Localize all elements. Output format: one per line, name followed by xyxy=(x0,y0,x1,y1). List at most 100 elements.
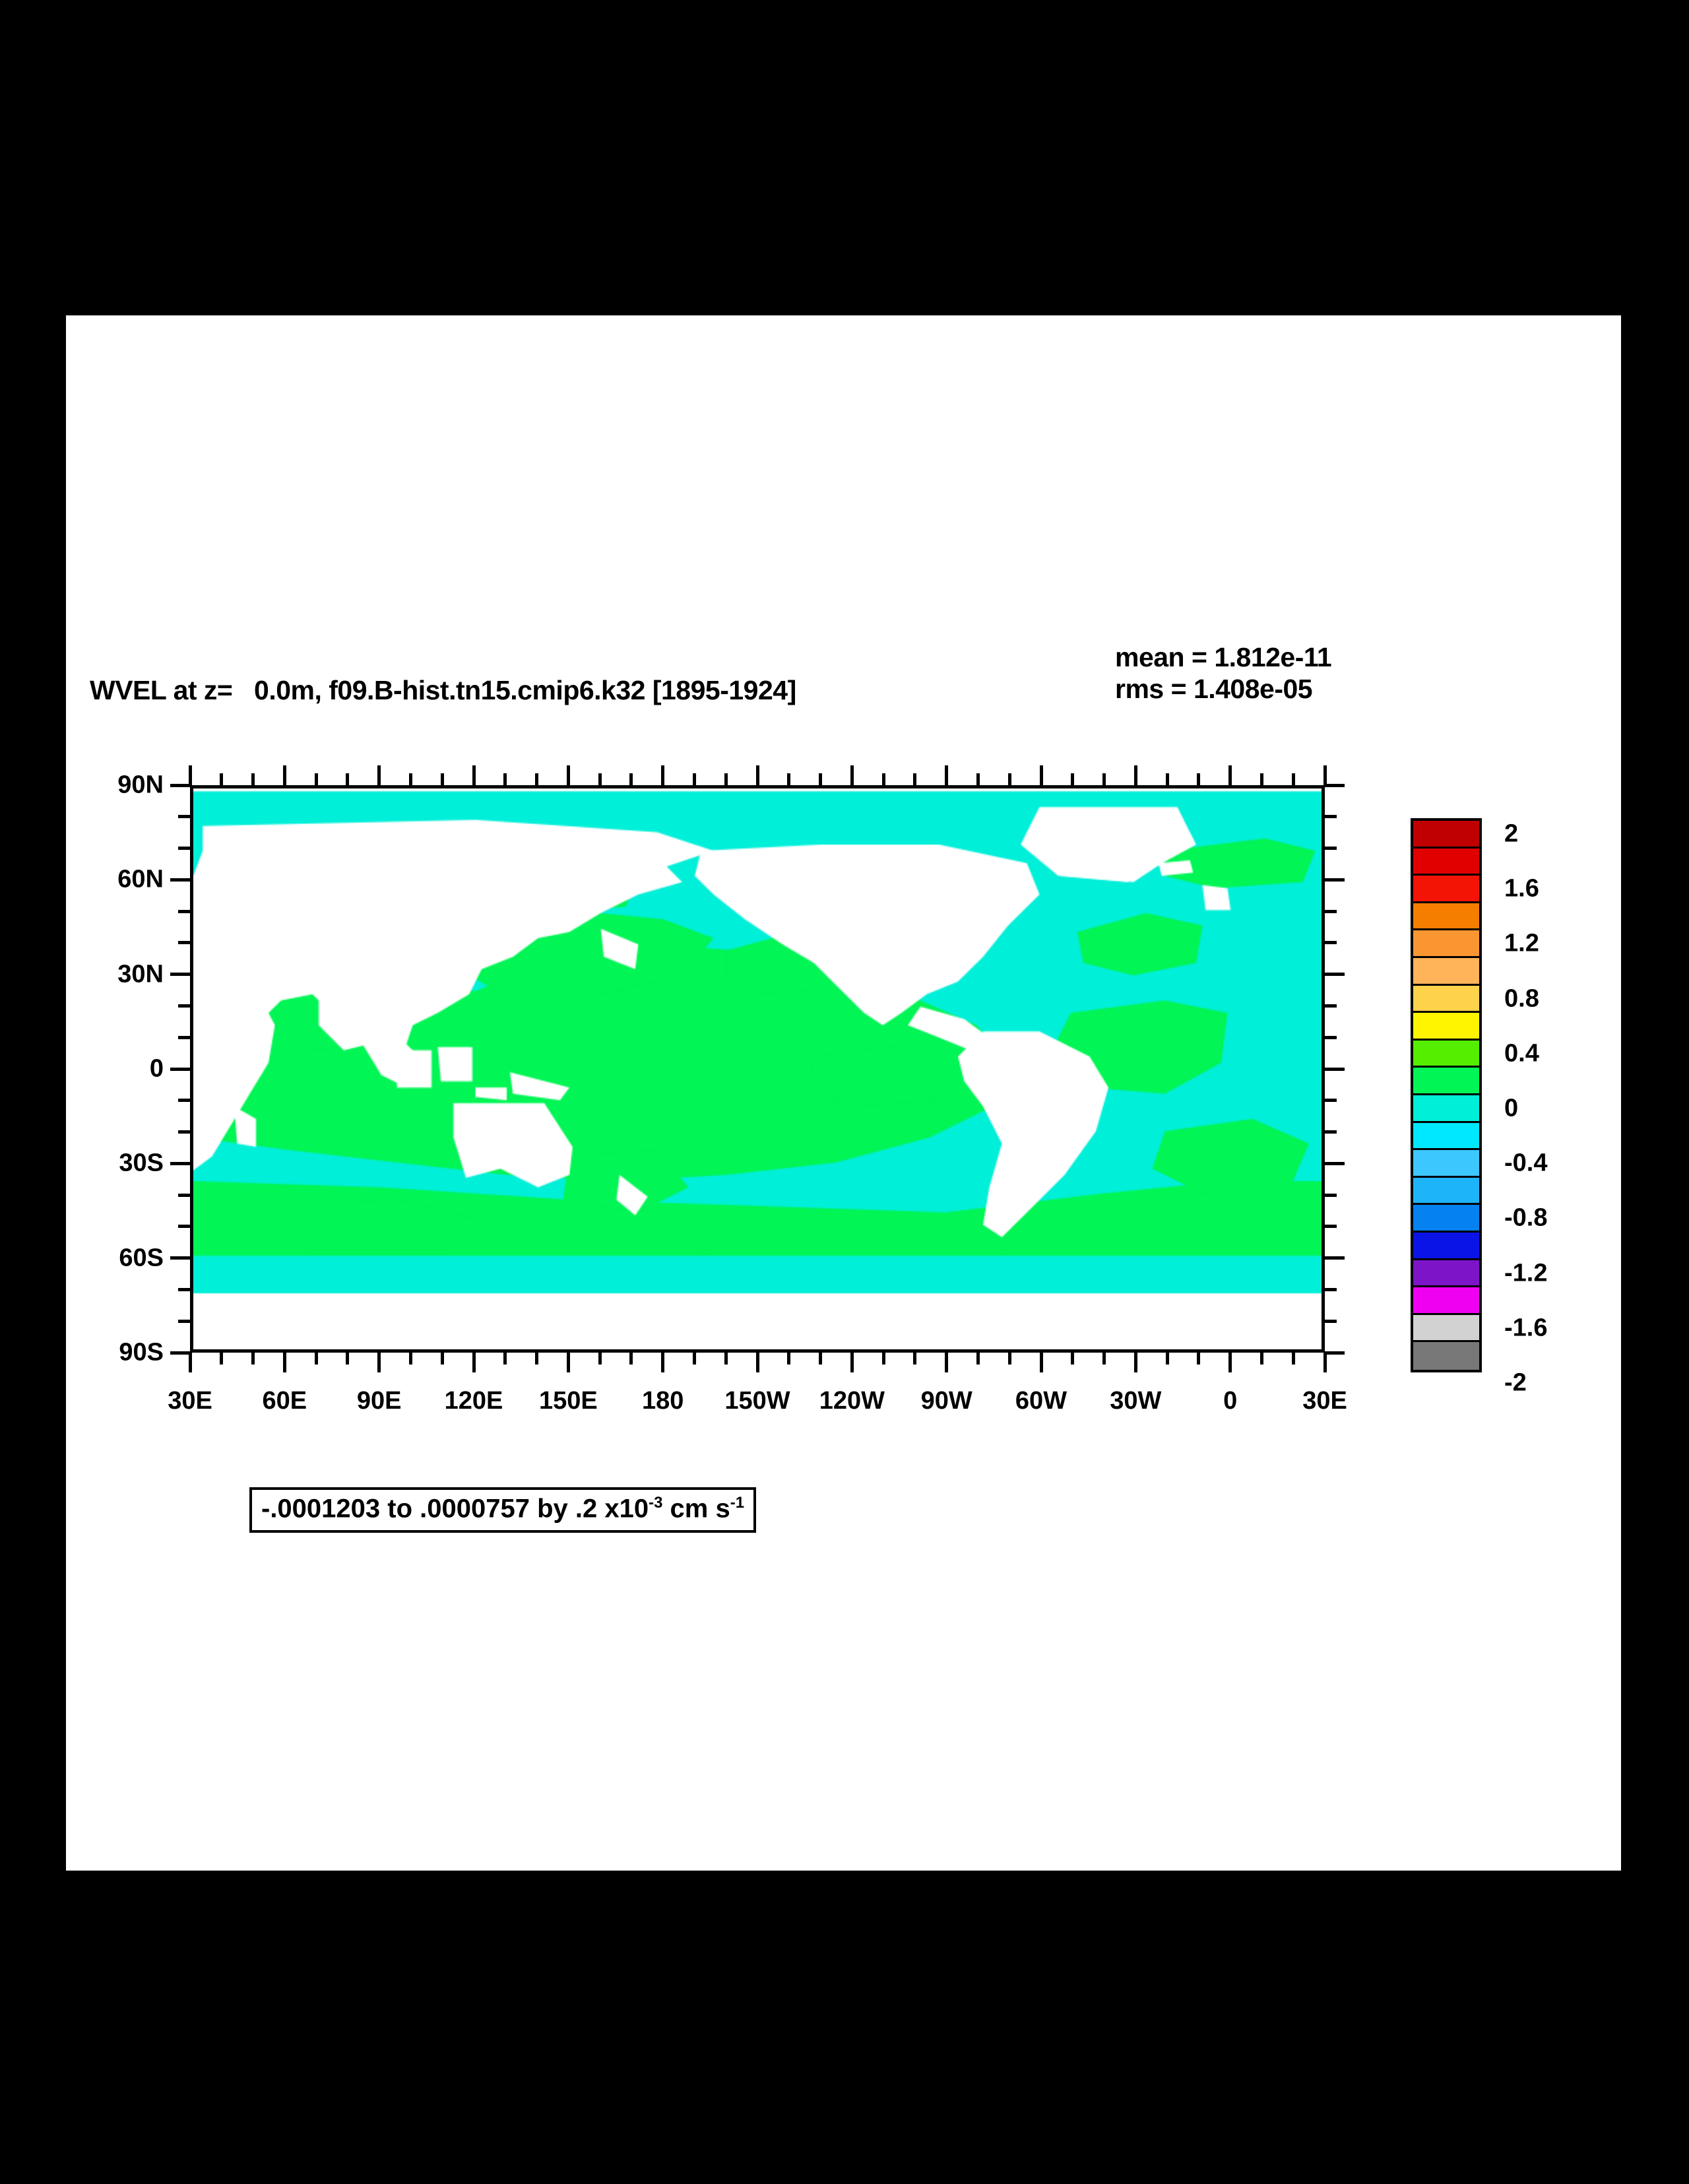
x-minor-tick xyxy=(692,1353,696,1365)
x-axis-label: 150E xyxy=(538,1387,598,1415)
y-minor-tick xyxy=(178,847,190,851)
x-major-tick xyxy=(850,1353,854,1372)
y-minor-tick-right xyxy=(1325,1319,1337,1323)
y-major-tick xyxy=(170,878,190,882)
x-minor-tick-top xyxy=(1102,773,1106,785)
x-major-tick xyxy=(1039,1353,1043,1372)
y-minor-tick xyxy=(178,815,190,819)
colorbar-band xyxy=(1413,848,1479,876)
x-minor-tick xyxy=(220,1353,224,1365)
x-major-tick xyxy=(1133,1353,1137,1372)
x-major-tick xyxy=(1228,1353,1232,1372)
colorbar-tick-label: -2 xyxy=(1504,1368,1527,1397)
figure: WVEL at z= 0.0m, f09.B-hist.tn15.cmip6.k… xyxy=(66,315,1621,1871)
x-major-tick xyxy=(755,1353,759,1372)
x-axis-label: 180 xyxy=(641,1387,684,1415)
colorbar-band xyxy=(1413,876,1479,903)
y-major-tick-right xyxy=(1325,783,1345,787)
colorbar-tick-label: 1.6 xyxy=(1504,874,1539,903)
colorbar-tick-label: -1.2 xyxy=(1504,1259,1548,1287)
map-plot-area[interactable] xyxy=(190,785,1325,1353)
x-axis-label: 30W xyxy=(1110,1387,1162,1415)
y-minor-tick-right xyxy=(1325,1099,1337,1103)
x-minor-tick xyxy=(1165,1353,1169,1365)
y-major-tick-right xyxy=(1325,1067,1345,1071)
x-minor-tick xyxy=(1071,1353,1075,1365)
colorbar-band xyxy=(1413,1260,1479,1288)
x-minor-tick xyxy=(503,1353,507,1365)
ocean-field-canvas xyxy=(193,788,1322,1349)
colorbar-band xyxy=(1413,1122,1479,1151)
x-major-tick xyxy=(472,1353,476,1372)
x-major-tick xyxy=(1323,1353,1327,1372)
y-axis-label: 0 xyxy=(149,1054,164,1083)
colorbar-tick-label: 0.4 xyxy=(1504,1039,1539,1068)
x-axis-label: 90E xyxy=(356,1387,402,1415)
figure-card: WVEL at z= 0.0m, f09.B-hist.tn15.cmip6.k… xyxy=(66,315,1621,1871)
x-major-tick-top xyxy=(472,765,476,785)
x-minor-tick-top xyxy=(408,773,412,785)
colorbar-band xyxy=(1413,1287,1479,1315)
x-minor-tick-top xyxy=(503,773,507,785)
x-minor-tick-top xyxy=(1165,773,1169,785)
x-minor-tick xyxy=(251,1353,255,1365)
x-minor-tick xyxy=(913,1353,917,1365)
colorbar-tick-label: 2 xyxy=(1504,819,1519,848)
y-major-tick-right xyxy=(1325,1161,1345,1165)
x-major-tick-top xyxy=(850,765,854,785)
y-minor-tick-right xyxy=(1325,941,1337,945)
colorbar-band xyxy=(1413,1040,1479,1068)
x-axis-label: 120W xyxy=(819,1387,885,1415)
y-major-tick xyxy=(170,1256,190,1260)
x-minor-tick-top xyxy=(724,773,728,785)
y-minor-tick-right xyxy=(1325,815,1337,819)
x-major-tick-top xyxy=(1039,765,1043,785)
x-minor-tick xyxy=(1007,1353,1011,1365)
x-minor-tick-top xyxy=(913,773,917,785)
y-minor-tick-right xyxy=(1325,1004,1337,1008)
colorbar[interactable] xyxy=(1411,818,1482,1372)
x-major-tick xyxy=(945,1353,949,1372)
y-minor-tick-right xyxy=(1325,1130,1337,1134)
y-minor-tick xyxy=(178,1035,190,1039)
plot-title: WVEL at z= 0.0m, f09.B-hist.tn15.cmip6.k… xyxy=(90,675,796,705)
x-major-tick-top xyxy=(755,765,759,785)
y-minor-tick xyxy=(178,1193,190,1197)
x-minor-tick xyxy=(598,1353,602,1365)
x-axis-label: 150W xyxy=(724,1387,790,1415)
y-axis-label: 30S xyxy=(119,1149,164,1177)
x-minor-tick-top xyxy=(692,773,696,785)
colorbar-band xyxy=(1413,1232,1479,1260)
x-major-tick-top xyxy=(1133,765,1137,785)
x-minor-tick xyxy=(976,1353,980,1365)
x-minor-tick xyxy=(819,1353,823,1365)
colorbar-band xyxy=(1413,1177,1479,1205)
y-minor-tick xyxy=(178,1287,190,1291)
x-minor-tick xyxy=(440,1353,444,1365)
caption-units-exponent: -1 xyxy=(730,1494,745,1512)
x-minor-tick-top xyxy=(220,773,224,785)
y-minor-tick xyxy=(178,909,190,913)
y-minor-tick-right xyxy=(1325,1193,1337,1197)
colorbar-band xyxy=(1413,1013,1479,1041)
x-axis-label: 30E xyxy=(168,1387,212,1415)
x-minor-tick-top xyxy=(251,773,255,785)
x-minor-tick-top xyxy=(1071,773,1075,785)
caption-exponent: -3 xyxy=(649,1494,663,1512)
x-minor-tick-top xyxy=(1197,773,1201,785)
x-minor-tick-top xyxy=(787,773,791,785)
colorbar-band xyxy=(1413,985,1479,1013)
x-minor-tick-top xyxy=(976,773,980,785)
y-axis-label: 60N xyxy=(117,865,164,893)
y-minor-tick xyxy=(178,1004,190,1008)
colorbar-band xyxy=(1413,1150,1479,1178)
x-minor-tick xyxy=(535,1353,539,1365)
x-minor-tick-top xyxy=(346,773,350,785)
x-minor-tick-top xyxy=(598,773,602,785)
y-minor-tick-right xyxy=(1325,1287,1337,1291)
x-axis-label: 0 xyxy=(1223,1387,1238,1415)
y-minor-tick xyxy=(178,1130,190,1134)
x-minor-tick xyxy=(1102,1353,1106,1365)
x-minor-tick xyxy=(1291,1353,1295,1365)
colorbar-band xyxy=(1413,1314,1479,1343)
